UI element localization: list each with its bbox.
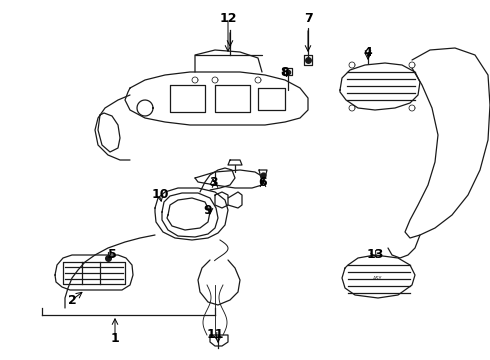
Text: 11: 11 — [206, 328, 224, 342]
Text: 7: 7 — [304, 12, 313, 24]
Text: 9: 9 — [204, 203, 212, 216]
Text: 5: 5 — [108, 248, 117, 261]
Text: 4: 4 — [364, 45, 372, 58]
Text: 6: 6 — [259, 176, 268, 189]
Text: 12: 12 — [219, 12, 237, 24]
Text: 8: 8 — [281, 66, 289, 78]
Text: 1: 1 — [111, 332, 120, 345]
Text: 10: 10 — [151, 189, 169, 202]
Text: 2: 2 — [68, 293, 76, 306]
Text: 3: 3 — [209, 176, 217, 189]
Text: ASY: ASY — [373, 275, 383, 280]
Text: 13: 13 — [367, 248, 384, 261]
